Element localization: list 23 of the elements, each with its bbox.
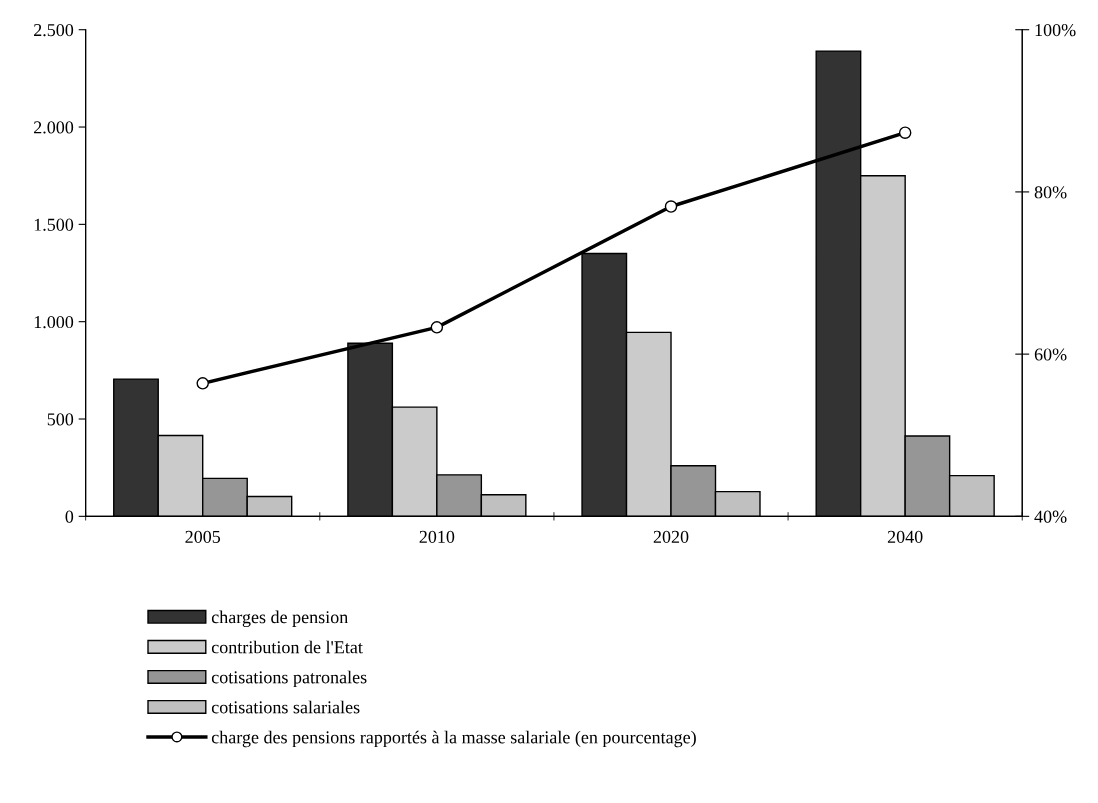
x-tick-label: 2020 [653, 530, 689, 543]
point [664, 200, 678, 213]
legend-label: cotisations salariales [211, 700, 360, 714]
y-tick-label: 1.500 [34, 218, 74, 231]
y2-tick-label: 60% [1034, 348, 1067, 361]
y-tick-label: 2.000 [34, 121, 74, 134]
y2-tick-label: 80% [1034, 186, 1067, 199]
y2-tick-label: 100% [1035, 23, 1076, 37]
point [430, 321, 444, 334]
point [196, 377, 209, 390]
legend-label: cotisations patronales [211, 670, 367, 688]
y-tick-label: 0 [65, 510, 74, 523]
y-tick-label: 500 [47, 413, 74, 426]
y2-tick-label: 40% [1034, 510, 1067, 523]
point [898, 126, 912, 139]
legend-label: contribution de l'Etat [211, 640, 363, 654]
x-tick-label: 2005 [185, 530, 221, 543]
legend-label: charge des pensions rapportés à la masse salariale (en pourcentage) [211, 730, 696, 748]
y-tick-label: 1.000 [34, 315, 74, 329]
y-tick-label: 2.500 [34, 23, 74, 37]
x-tick-label: 2010 [419, 530, 455, 543]
legend-label: charges de pension [211, 610, 348, 627]
x-tick-label: 2040 [887, 530, 923, 543]
